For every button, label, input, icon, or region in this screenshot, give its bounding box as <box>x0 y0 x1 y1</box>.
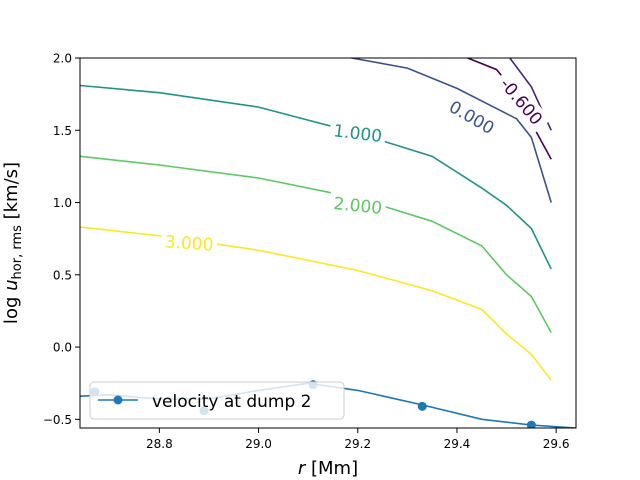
legend: velocity at dump 2 <box>89 381 345 420</box>
legend-label: velocity at dump 2 <box>152 392 311 412</box>
y-axis-label: log uhor, rms [km/s] <box>1 162 25 324</box>
series-point-4 <box>526 420 536 428</box>
x-axis-label: r [Mm] <box>298 458 358 479</box>
x-tick-label-4: 29.6 <box>543 437 570 451</box>
plot-frame <box>79 57 577 429</box>
contour-label-0: 3.000 <box>160 230 218 256</box>
x-axis-ticks: 28.8 29.0 29.2 29.4 29.6 <box>146 428 570 451</box>
contour-line-3 <box>347 58 552 203</box>
y-tick-label-5: 2.0 <box>53 52 72 66</box>
x-tick-label-1: 29.0 <box>245 437 272 451</box>
y-axis-ticks: −0.5 0.0 0.5 1.0 1.5 2.0 <box>43 52 80 427</box>
y-tick-label-0: −0.5 <box>43 413 72 427</box>
svg-text:3.000: 3.000 <box>164 232 214 255</box>
y-tick-label-4: 1.5 <box>53 124 72 138</box>
x-tick-label-2: 29.2 <box>344 437 371 451</box>
y-tick-label-2: 0.5 <box>53 268 72 282</box>
y-tick-label-3: 1.0 <box>53 196 72 210</box>
series-point-3 <box>417 401 427 411</box>
legend-box <box>89 381 345 420</box>
legend-marker <box>113 395 123 405</box>
contour-line-2 <box>80 84 552 270</box>
y-tick-label-1: 0.0 <box>53 341 72 355</box>
x-tick-label-0: 28.8 <box>146 437 173 451</box>
contour-line-1 <box>80 155 552 333</box>
x-tick-label-3: 29.4 <box>444 437 471 451</box>
